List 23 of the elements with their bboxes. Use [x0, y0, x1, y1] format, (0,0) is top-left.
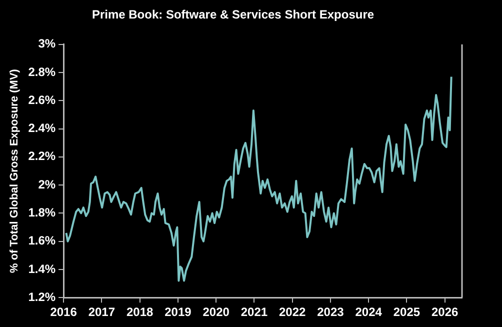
y-tick-label: 1.6% [28, 234, 56, 248]
y-tick-label: 3% [38, 36, 56, 51]
x-tick-label: 2016 [50, 305, 78, 320]
y-tick-label: 1.2% [28, 290, 56, 304]
y-tick-label: 2.4% [28, 121, 56, 136]
y-tick-label: 2.6% [28, 92, 56, 107]
chart-title: Prime Book: Software & Services Short Exposure [92, 8, 374, 22]
x-tick-label: 2019 [164, 305, 192, 320]
x-tick-label: 2022 [278, 305, 306, 320]
x-tick-label: 2018 [126, 305, 154, 320]
y-tick-label: 1.4% [28, 262, 56, 276]
y-tick-label: 2.8% [28, 64, 56, 79]
x-tick-label: 2017 [88, 305, 116, 320]
y-tick-label: 2.2% [28, 149, 56, 164]
x-tick-label: 2023 [317, 305, 344, 320]
x-tick-label: 2020 [202, 305, 230, 320]
x-tick-label: 2024 [355, 305, 382, 320]
y-axis-title: % of Total Global Gross Exposure (MV) [8, 68, 21, 273]
y-tick-label: 2% [38, 177, 56, 192]
x-tick-label: 2021 [240, 305, 268, 320]
y-tick-label: 1.8% [28, 206, 56, 220]
x-tick-label: 2025 [393, 305, 420, 320]
x-tick-label: 2026 [431, 305, 459, 320]
